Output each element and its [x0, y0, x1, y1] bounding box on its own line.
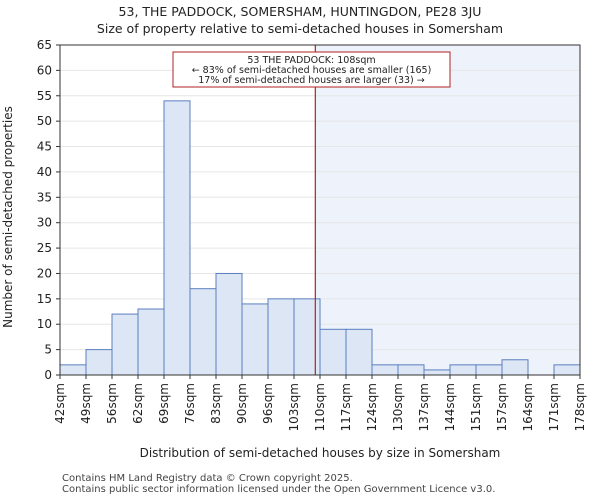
histogram-bar: [267, 298, 295, 376]
y-tick-label: 40: [37, 165, 52, 179]
histogram-bar: [137, 308, 165, 376]
histogram-bar: [397, 364, 425, 376]
x-tick-label: 76sqm: [183, 383, 197, 424]
x-tick-label: 137sqm: [417, 383, 431, 431]
x-axis-label: Distribution of semi-detached houses by …: [140, 446, 501, 460]
annotation-line-2: ← 83% of semi-detached houses are smalle…: [192, 65, 432, 76]
x-tick-label: 130sqm: [391, 383, 405, 431]
x-tick-label: 157sqm: [495, 383, 509, 431]
y-tick-label: 20: [37, 266, 52, 280]
x-tick-label: 56sqm: [105, 383, 119, 424]
y-tick-label: 30: [37, 216, 52, 230]
x-tick-label: 124sqm: [365, 383, 379, 431]
histogram-bar: [319, 328, 347, 376]
y-tick-label: 35: [37, 190, 52, 204]
histogram-bar: [371, 364, 399, 376]
annotation-line-1: 53 THE PADDOCK: 108sqm: [247, 55, 375, 66]
x-tick-label: 49sqm: [79, 383, 93, 424]
chart-subtitle: Size of property relative to semi-detach…: [96, 21, 504, 36]
histogram-bar: [59, 364, 87, 376]
x-tick-label: 69sqm: [157, 383, 171, 424]
y-tick-label: 10: [37, 317, 52, 331]
histogram-bar: [189, 288, 217, 376]
histogram-bar: [85, 349, 113, 376]
histogram-bar: [163, 100, 191, 376]
x-tick-label: 62sqm: [131, 383, 145, 424]
histogram-bar: [501, 359, 529, 376]
x-tick-label: 90sqm: [235, 383, 249, 424]
histogram-bar: [449, 364, 477, 376]
y-tick-label: 65: [37, 38, 52, 52]
x-tick-label: 164sqm: [521, 383, 535, 431]
x-tick-label: 42sqm: [53, 383, 67, 424]
histogram-chart: 0 5 10 15 20 25 30 35 40 45 50 55 60 65 42sqm 49sqm 56s…: [1, 38, 587, 460]
chart-title: 53, THE PADDOCK, SOMERSHAM, HUNTINGDON, …: [118, 4, 482, 19]
x-tick-label: 83sqm: [209, 383, 223, 424]
histogram-bar: [215, 272, 243, 376]
x-tick-label: 110sqm: [313, 383, 327, 431]
x-tick-label: 103sqm: [287, 383, 301, 431]
x-tick-label: 178sqm: [573, 383, 587, 431]
x-tick-label: 144sqm: [443, 383, 457, 431]
x-tick-label: 151sqm: [469, 383, 483, 431]
histogram-bar: [241, 303, 269, 376]
histogram-bar: [345, 328, 373, 376]
x-tick-label: 117sqm: [339, 383, 353, 431]
x-tick-label: 171sqm: [547, 383, 561, 431]
footer-licence: Contains public sector information licen…: [62, 484, 496, 495]
y-tick-label: 15: [37, 292, 52, 306]
histogram-bar: [475, 364, 503, 376]
y-tick-label: 45: [37, 140, 52, 154]
footer-copyright: Contains HM Land Registry data © Crown c…: [62, 473, 353, 484]
annotation-box: 53 THE PADDOCK: 108sqm ← 83% of semi-det…: [172, 51, 451, 88]
y-tick-label: 55: [37, 89, 52, 103]
histogram-bar: [111, 313, 139, 376]
y-tick-label: 50: [37, 114, 52, 128]
y-tick-label: 25: [37, 241, 52, 255]
shaded-region: [315, 45, 580, 375]
annotation-line-3: 17% of semi-detached houses are larger (…: [198, 75, 425, 86]
histogram-bar: [553, 364, 581, 376]
y-axis-label: Number of semi-detached properties: [1, 106, 15, 328]
y-tick-label: 0: [44, 368, 52, 382]
x-tick-label: 96sqm: [261, 383, 275, 424]
histogram-bar: [293, 298, 321, 376]
y-tick-label: 5: [44, 343, 52, 357]
y-tick-label: 60: [37, 63, 52, 77]
histogram-bar: [423, 369, 451, 376]
